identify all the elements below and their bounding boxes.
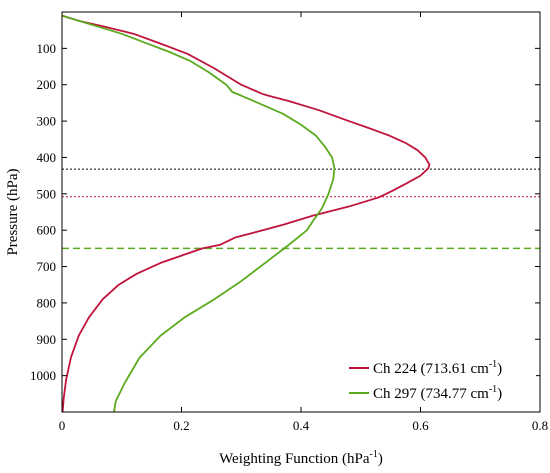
axis-tick-labels: 0 0.2 0.4 0.6 0.8 100 200 300 400 500 600 700 800 900… <box>30 41 548 433</box>
legend: Ch 224 (713.61 cm-1) Ch 297 (734.77 cm-1… <box>345 352 536 406</box>
legend-label-ch297-close: ) <box>497 386 502 402</box>
y-tick-label-2: 300 <box>37 114 57 129</box>
legend-label-ch224-close: ) <box>497 361 502 377</box>
x-tick-label-4: 0.8 <box>532 418 548 433</box>
x-tick-label-3: 0.6 <box>412 418 429 433</box>
y-tick-label-5: 600 <box>37 223 57 238</box>
x-axis-label-main: Weighting Function (hPa <box>219 451 370 467</box>
y-tick-label-0: 100 <box>37 41 57 56</box>
y-axis-label: Pressure (hPa) <box>5 168 21 255</box>
y-tick-label-8: 900 <box>37 332 57 347</box>
reference-lines <box>62 168 540 250</box>
y-tick-label-4: 500 <box>37 186 57 201</box>
legend-label-ch224: Ch 224 (713.61 cm-1) <box>373 359 502 377</box>
legend-label-ch297-sup: -1 <box>489 384 497 395</box>
series-layer <box>61 14 431 413</box>
x-tick-label-1: 0.2 <box>173 418 189 433</box>
x-axis-label: Weighting Function (hPa-1) <box>219 449 383 467</box>
y-tick-label-7: 800 <box>37 295 57 310</box>
legend-label-ch297: Ch 297 (734.77 cm-1) <box>373 384 502 402</box>
legend-box <box>345 352 536 406</box>
series-line-0 <box>61 14 431 413</box>
series-line-1 <box>61 14 336 413</box>
y-tick-label-6: 700 <box>37 259 57 274</box>
y-tick-label-1: 200 <box>37 77 57 92</box>
axis-ticks <box>61 12 541 412</box>
y-tick-label-9: 1000 <box>30 368 56 383</box>
x-axis-label-close: ) <box>378 451 383 467</box>
y-tick-label-3: 400 <box>37 150 57 165</box>
x-axis-label-sup: -1 <box>370 449 378 460</box>
x-tick-label-0: 0 <box>59 418 66 433</box>
legend-label-ch224-main: Ch 224 (713.61 cm <box>373 361 489 377</box>
legend-label-ch297-main: Ch 297 (734.77 cm <box>373 386 489 402</box>
x-tick-label-2: 0.4 <box>293 418 310 433</box>
legend-label-ch224-sup: -1 <box>489 359 497 370</box>
